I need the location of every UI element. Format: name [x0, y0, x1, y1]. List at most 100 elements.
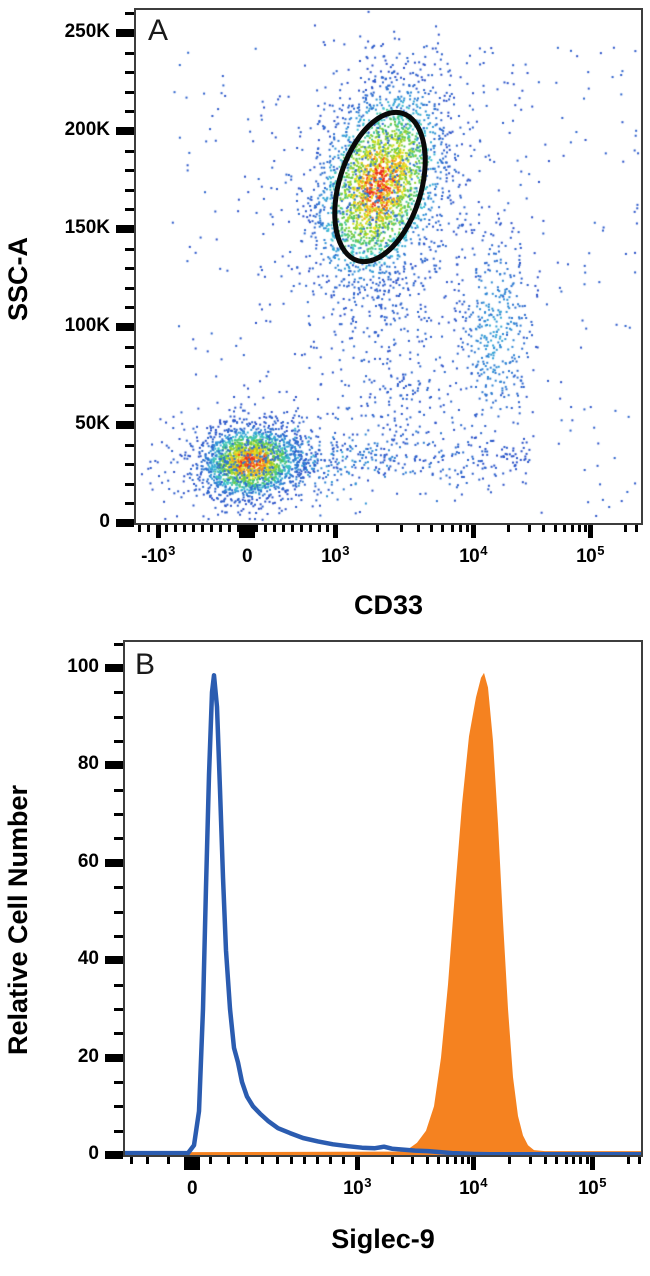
x-minor-tick — [458, 525, 462, 532]
x-major-tick — [239, 525, 255, 538]
x-minor-tick — [506, 525, 510, 532]
y-minor-tick — [125, 364, 134, 368]
y-major-tick — [105, 761, 123, 769]
y-tick-label: 200K — [64, 119, 110, 140]
x-minor-tick — [637, 1157, 641, 1164]
y-minor-tick — [125, 207, 134, 211]
x-minor-tick — [218, 525, 222, 532]
x-tick-label: -103 — [141, 543, 175, 567]
x-minor-tick — [281, 525, 285, 532]
x-minor-tick — [129, 1157, 133, 1164]
orange-filled-histogram — [125, 672, 641, 1155]
panel-b-plot — [123, 640, 643, 1157]
x-major-tick — [332, 525, 338, 538]
x-minor-tick — [577, 525, 581, 532]
y-minor-tick — [114, 715, 123, 719]
x-minor-tick — [466, 1157, 470, 1164]
x-tick-label: 0 — [241, 546, 253, 567]
exponent: 4 — [480, 1175, 487, 1190]
x-major-tick — [354, 1157, 360, 1170]
gate-ellipse-svg — [332, 109, 428, 265]
y-major-tick — [105, 1151, 123, 1159]
panel-a-plot — [134, 8, 643, 525]
x-minor-tick — [208, 1157, 212, 1164]
y-minor-tick — [125, 345, 134, 349]
x-minor-tick — [571, 1157, 575, 1164]
y-major-tick — [116, 225, 134, 233]
x-minor-tick — [626, 1157, 630, 1164]
x-tick-label: 104 — [459, 1175, 487, 1199]
x-minor-tick — [315, 1157, 319, 1164]
x-minor-tick — [254, 525, 258, 532]
x-minor-tick — [272, 525, 276, 532]
y-minor-tick — [125, 443, 134, 447]
y-minor-tick — [125, 266, 134, 270]
exponent: 3 — [168, 543, 175, 558]
x-minor-tick — [260, 1157, 264, 1164]
x-tick-label: 103 — [343, 1175, 371, 1199]
x-minor-tick — [585, 1157, 589, 1164]
x-minor-tick — [375, 525, 379, 532]
y-minor-tick — [125, 286, 134, 290]
y-tick-label: 0 — [88, 1143, 99, 1164]
y-minor-tick — [114, 1080, 123, 1084]
y-minor-tick — [125, 188, 134, 192]
x-minor-tick — [275, 1157, 279, 1164]
x-major-tick — [589, 1157, 595, 1170]
x-tick-label: 103 — [321, 543, 349, 567]
y-minor-tick — [114, 836, 123, 840]
y-major-tick — [116, 127, 134, 135]
y-minor-tick — [114, 1007, 123, 1011]
y-minor-tick — [125, 70, 134, 74]
y-minor-tick — [125, 305, 134, 309]
y-minor-tick — [114, 885, 123, 889]
x-minor-tick — [528, 1157, 532, 1164]
y-tick-label: 0 — [99, 511, 110, 532]
y-major-tick — [105, 664, 123, 672]
y-tick-label: 100K — [64, 315, 110, 336]
y-minor-tick — [125, 90, 134, 94]
x-minor-tick — [166, 1157, 170, 1164]
x-minor-tick — [302, 1157, 306, 1164]
panel-a-letter: A — [148, 14, 169, 47]
x-minor-tick — [583, 525, 587, 532]
x-minor-tick — [317, 525, 321, 532]
x-minor-tick — [564, 1157, 568, 1164]
x-minor-tick — [164, 525, 168, 532]
x-minor-tick — [263, 525, 267, 532]
x-minor-tick — [445, 1157, 449, 1164]
y-minor-tick — [114, 812, 123, 816]
x-minor-tick — [289, 1157, 293, 1164]
exponent: 5 — [599, 1175, 606, 1190]
y-tick-label: 60 — [77, 851, 99, 872]
x-minor-tick — [137, 525, 141, 532]
y-minor-tick — [125, 51, 134, 55]
x-minor-tick — [399, 525, 403, 532]
y-minor-tick — [114, 1031, 123, 1035]
x-minor-tick — [460, 1157, 464, 1164]
x-minor-tick — [416, 525, 420, 532]
x-minor-tick — [226, 1157, 230, 1164]
x-minor-tick — [465, 525, 469, 532]
panel-b-letter: B — [135, 648, 156, 681]
x-minor-tick — [308, 525, 312, 532]
x-major-tick — [470, 525, 476, 538]
y-minor-tick — [114, 739, 123, 743]
x-minor-tick — [429, 525, 433, 532]
y-major-tick — [116, 421, 134, 429]
y-tick-label: 50K — [75, 413, 110, 434]
x-minor-tick — [450, 525, 454, 532]
x-minor-tick — [236, 525, 240, 532]
y-tick-label: 80 — [77, 753, 99, 774]
y-minor-tick — [125, 168, 134, 172]
blue-open-histogram — [125, 673, 641, 1155]
x-major-tick — [587, 525, 593, 538]
y-major-tick — [105, 1054, 123, 1062]
x-minor-tick — [191, 525, 195, 532]
x-minor-tick — [543, 1157, 547, 1164]
y-minor-tick — [125, 11, 134, 15]
panel-a-ylabel: SSC-A — [3, 237, 33, 322]
x-minor-tick — [553, 525, 557, 532]
x-tick-label: 105 — [576, 543, 604, 567]
x-minor-tick — [145, 1157, 149, 1164]
